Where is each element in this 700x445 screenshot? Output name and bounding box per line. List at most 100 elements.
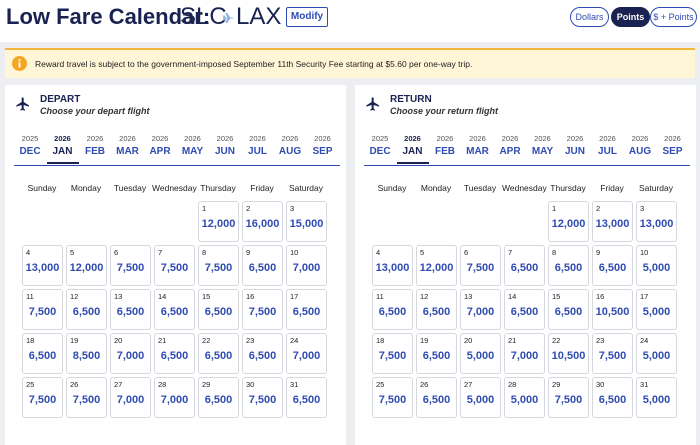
day-cell[interactable]: 23 6,500 <box>242 333 283 374</box>
day-cell[interactable]: 13 6,500 <box>110 289 151 330</box>
fare-points: 13,000 <box>375 262 410 274</box>
day-cell[interactable]: 11 6,500 <box>372 289 413 330</box>
day-cell[interactable]: 18 7,500 <box>372 333 413 374</box>
fare-points: 7,500 <box>116 262 145 274</box>
day-cell[interactable]: 9 6,500 <box>242 245 283 286</box>
month-year: 2025 <box>371 134 389 143</box>
fare-type-option[interactable]: Dollars <box>570 7 609 27</box>
month-name: AUG <box>628 146 652 157</box>
day-cell[interactable]: 8 7,500 <box>198 245 239 286</box>
month-tab[interactable]: 2026 JUN <box>559 132 591 164</box>
day-cell[interactable]: 19 8,500 <box>66 333 107 374</box>
day-cell[interactable]: 5 12,000 <box>416 245 457 286</box>
day-cell[interactable]: 6 7,500 <box>460 245 501 286</box>
weekday-label: Friday <box>250 183 274 193</box>
month-tab[interactable]: 2026 MAY <box>177 132 209 164</box>
month-tab[interactable]: 2026 JUL <box>242 132 274 164</box>
day-cell[interactable]: 24 7,000 <box>286 333 327 374</box>
day-cell[interactable]: 21 6,500 <box>154 333 195 374</box>
fare-points: 6,500 <box>422 394 451 406</box>
day-cell[interactable]: 22 10,500 <box>548 333 589 374</box>
day-cell[interactable]: 21 7,000 <box>504 333 545 374</box>
day-cell[interactable]: 29 7,500 <box>548 377 589 418</box>
day-cell[interactable]: 14 6,500 <box>504 289 545 330</box>
day-cell[interactable]: 26 6,500 <box>416 377 457 418</box>
day-cell[interactable]: 28 7,000 <box>154 377 195 418</box>
fare-type-option[interactable]: $ + Points <box>650 7 697 27</box>
day-cell[interactable]: 12 6,500 <box>416 289 457 330</box>
fare-points: 6,500 <box>204 394 233 406</box>
month-tab[interactable]: 2026 JUN <box>209 132 241 164</box>
month-tab[interactable]: 2026 JAN <box>46 132 79 164</box>
month-divider <box>14 165 340 166</box>
day-cell[interactable]: 18 6,500 <box>22 333 63 374</box>
month-tab[interactable]: 2026 MAY <box>527 132 559 164</box>
day-cell[interactable]: 31 6,500 <box>286 377 327 418</box>
month-tab[interactable]: 2026 SEP <box>657 132 689 164</box>
day-cell[interactable]: 1 12,000 <box>198 201 239 242</box>
day-cell[interactable]: 15 6,500 <box>198 289 239 330</box>
month-tab[interactable]: 2026 FEB <box>429 132 461 164</box>
modify-button[interactable]: Modify <box>286 7 328 27</box>
day-cell[interactable]: 4 13,000 <box>372 245 413 286</box>
month-tab[interactable]: 2025 DEC <box>14 132 46 164</box>
month-tab[interactable]: 2026 AUG <box>274 132 306 164</box>
month-tab[interactable]: 2026 MAR <box>462 132 494 164</box>
fare-points: 6,500 <box>378 306 407 318</box>
day-cell[interactable]: 27 5,000 <box>460 377 501 418</box>
day-cell[interactable]: 17 6,500 <box>286 289 327 330</box>
day-cell[interactable]: 10 5,000 <box>636 245 677 286</box>
day-cell[interactable]: 25 7,500 <box>22 377 63 418</box>
day-cell[interactable]: 12 6,500 <box>66 289 107 330</box>
day-cell[interactable]: 16 7,500 <box>242 289 283 330</box>
day-cell[interactable]: 17 5,000 <box>636 289 677 330</box>
day-cell[interactable]: 7 7,500 <box>154 245 195 286</box>
day-cell[interactable]: 11 7,500 <box>22 289 63 330</box>
fare-type-option[interactable]: Points <box>611 7 650 27</box>
day-cell[interactable]: 20 7,000 <box>110 333 151 374</box>
day-cell[interactable]: 15 6,500 <box>548 289 589 330</box>
day-cell[interactable]: 30 6,500 <box>592 377 633 418</box>
day-cell[interactable]: 16 10,500 <box>592 289 633 330</box>
month-tab[interactable]: 2026 FEB <box>79 132 111 164</box>
day-cell[interactable]: 20 5,000 <box>460 333 501 374</box>
day-cell[interactable]: 2 16,000 <box>242 201 283 242</box>
day-cell[interactable]: 25 7,500 <box>372 377 413 418</box>
day-cell[interactable]: 27 7,000 <box>110 377 151 418</box>
day-cell[interactable]: 30 7,500 <box>242 377 283 418</box>
day-cell[interactable]: 24 5,000 <box>636 333 677 374</box>
day-cell[interactable]: 7 6,500 <box>504 245 545 286</box>
day-cell[interactable]: 26 7,500 <box>66 377 107 418</box>
weekday-label: Friday <box>600 183 624 193</box>
panel-icon <box>15 96 31 117</box>
day-cell[interactable]: 14 6,500 <box>154 289 195 330</box>
month-tab[interactable]: 2025 DEC <box>364 132 396 164</box>
month-tab[interactable]: 2026 JUL <box>592 132 624 164</box>
month-tab[interactable]: 2026 SEP <box>307 132 339 164</box>
day-cell[interactable]: 3 13,000 <box>636 201 677 242</box>
day-cell[interactable]: 8 6,500 <box>548 245 589 286</box>
day-number: 13 <box>114 292 123 301</box>
day-cell[interactable]: 10 7,000 <box>286 245 327 286</box>
month-tab[interactable]: 2026 APR <box>144 132 176 164</box>
day-cell[interactable]: 2 13,000 <box>592 201 633 242</box>
month-tab[interactable]: 2026 JAN <box>396 132 429 164</box>
month-tab[interactable]: 2026 MAR <box>112 132 144 164</box>
month-tab[interactable]: 2026 AUG <box>624 132 656 164</box>
day-cell[interactable]: 19 6,500 <box>416 333 457 374</box>
day-cell[interactable]: 13 7,000 <box>460 289 501 330</box>
day-cell[interactable]: 4 13,000 <box>22 245 63 286</box>
month-year: 2026 <box>184 134 201 143</box>
day-cell[interactable]: 28 5,000 <box>504 377 545 418</box>
day-cell[interactable]: 5 12,000 <box>66 245 107 286</box>
day-cell[interactable]: 1 12,000 <box>548 201 589 242</box>
month-tab[interactable]: 2026 APR <box>494 132 526 164</box>
day-cell[interactable]: 9 6,500 <box>592 245 633 286</box>
day-cell[interactable]: 22 6,500 <box>198 333 239 374</box>
day-cell[interactable]: 23 7,500 <box>592 333 633 374</box>
day-cell[interactable]: 29 6,500 <box>198 377 239 418</box>
day-cell[interactable]: 6 7,500 <box>110 245 151 286</box>
day-number: 27 <box>464 380 473 389</box>
